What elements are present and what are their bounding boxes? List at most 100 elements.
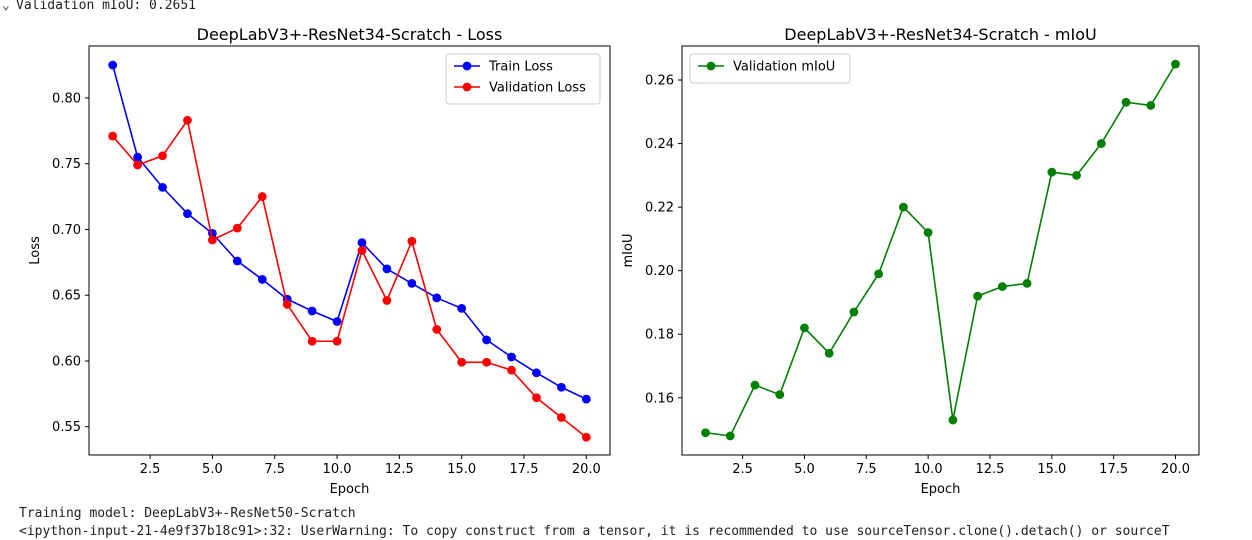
chart-title: DeepLabV3+-ResNet34-Scratch - Loss — [197, 25, 503, 44]
x-tick-label: 5.0 — [202, 462, 223, 477]
data-point — [207, 235, 217, 245]
legend-entry: Validation mIoU — [733, 60, 835, 75]
series-line — [112, 118, 587, 438]
data-point — [357, 246, 367, 255]
x-tick-label: 10.0 — [914, 462, 943, 477]
data-point — [357, 238, 367, 248]
data-point — [581, 432, 591, 442]
y-tick-label: 0.24 — [645, 137, 674, 152]
legend-entry: Validation Loss — [489, 81, 586, 96]
data-point — [556, 413, 566, 422]
x-tick-label: 7.5 — [856, 462, 877, 477]
data-point — [407, 236, 417, 246]
data-point — [507, 352, 516, 362]
x-tick-label: 15.0 — [1037, 462, 1066, 477]
data-point — [532, 393, 541, 403]
x-tick-label: 12.5 — [385, 462, 414, 477]
data-point — [457, 357, 467, 367]
legend: Train Loss Validation Loss — [445, 53, 601, 105]
series-line — [111, 64, 587, 400]
data-point — [556, 382, 566, 392]
data-point — [332, 317, 342, 326]
data-point — [775, 390, 785, 400]
y-tick-label: 0.22 — [645, 201, 674, 216]
x-tick-label: 5.0 — [794, 462, 815, 477]
legend-marker — [462, 61, 472, 71]
data-point — [307, 336, 317, 346]
data-point — [849, 307, 859, 317]
legend-marker — [462, 82, 472, 92]
data-point — [507, 365, 516, 375]
data-point — [382, 296, 392, 305]
data-point — [701, 428, 710, 438]
legend: Validation mIoU — [689, 53, 851, 84]
data-point — [1047, 167, 1057, 177]
data-point — [158, 151, 167, 161]
y-tick-label: 0.65 — [52, 289, 81, 304]
data-point — [482, 335, 492, 345]
data-point — [382, 264, 392, 274]
data-point — [432, 325, 442, 334]
data-point — [332, 336, 342, 346]
data-point — [800, 323, 809, 333]
user-warning-output: <ipython-input-21-4e9f37b18c91>:32: User… — [19, 524, 1170, 539]
chart-title: DeepLabV3+-ResNet34-Scratch - mIoU — [784, 25, 1096, 44]
data-point — [307, 306, 317, 316]
data-point — [183, 209, 192, 219]
x-tick-label: 2.5 — [732, 462, 753, 477]
y-tick-label: 0.70 — [52, 223, 81, 238]
data-point — [257, 192, 267, 201]
y-tick-label: 0.80 — [52, 91, 81, 106]
data-point — [407, 278, 417, 288]
x-tick-label: 17.5 — [510, 462, 539, 477]
plot-frame — [681, 45, 1200, 456]
data-point — [232, 256, 242, 266]
training-model-output: Training model: DeepLabV3+-ResNet50-Scra… — [19, 506, 356, 521]
x-axis-label: Epoch — [921, 482, 961, 497]
y-tick-label: 0.26 — [645, 74, 674, 89]
data-point — [725, 431, 735, 441]
x-tick-label: 20.0 — [1161, 462, 1190, 477]
data-point — [923, 228, 933, 237]
data-point — [158, 182, 167, 192]
data-point — [997, 282, 1007, 291]
data-point — [257, 275, 267, 284]
data-point — [1022, 278, 1032, 288]
data-point — [232, 223, 242, 233]
collapse-caret-icon[interactable]: ⌄ — [2, 0, 10, 13]
validation-miou-output: Validation mIoU: 0.2651 — [16, 0, 197, 13]
y-tick-label: 0.20 — [645, 264, 674, 279]
data-point — [824, 348, 834, 358]
loss-chart: DeepLabV3+-ResNet34-Scratch - Loss 2.5 5.0… — [28, 25, 611, 497]
y-tick-label: 0.75 — [52, 157, 81, 172]
data-point — [133, 160, 143, 170]
x-axis-label: Epoch — [330, 482, 370, 497]
y-tick-label: 0.60 — [52, 354, 81, 369]
data-point — [108, 131, 118, 141]
console-output-top: ⌄ Validation mIoU: 0.2651 — [2, 0, 196, 13]
x-tick-label: 20.0 — [572, 462, 601, 477]
y-tick-label: 0.18 — [645, 328, 674, 343]
data-point — [1171, 59, 1180, 69]
y-tick-label: 0.16 — [645, 391, 674, 406]
data-point — [482, 357, 492, 367]
y-tick-label: 0.55 — [52, 420, 81, 435]
data-point — [1146, 101, 1156, 110]
y-axis-label: Loss — [28, 236, 43, 265]
legend-entry: Train Loss — [488, 60, 553, 75]
data-point — [183, 115, 192, 125]
data-point — [282, 300, 292, 309]
legend-box — [445, 53, 601, 105]
data-point — [457, 303, 467, 313]
data-point — [581, 394, 591, 404]
data-point — [750, 380, 760, 390]
data-point — [1096, 139, 1106, 148]
data-point — [1121, 97, 1131, 107]
data-point — [948, 415, 958, 425]
x-tick-label: 7.5 — [264, 462, 285, 477]
series-line — [705, 63, 1177, 437]
miou-chart: DeepLabV3+-ResNet34-Scratch - mIoU 2.5 5.0… — [621, 25, 1200, 497]
data-point — [108, 60, 118, 70]
data-point — [874, 269, 884, 279]
x-tick-label: 15.0 — [447, 462, 476, 477]
